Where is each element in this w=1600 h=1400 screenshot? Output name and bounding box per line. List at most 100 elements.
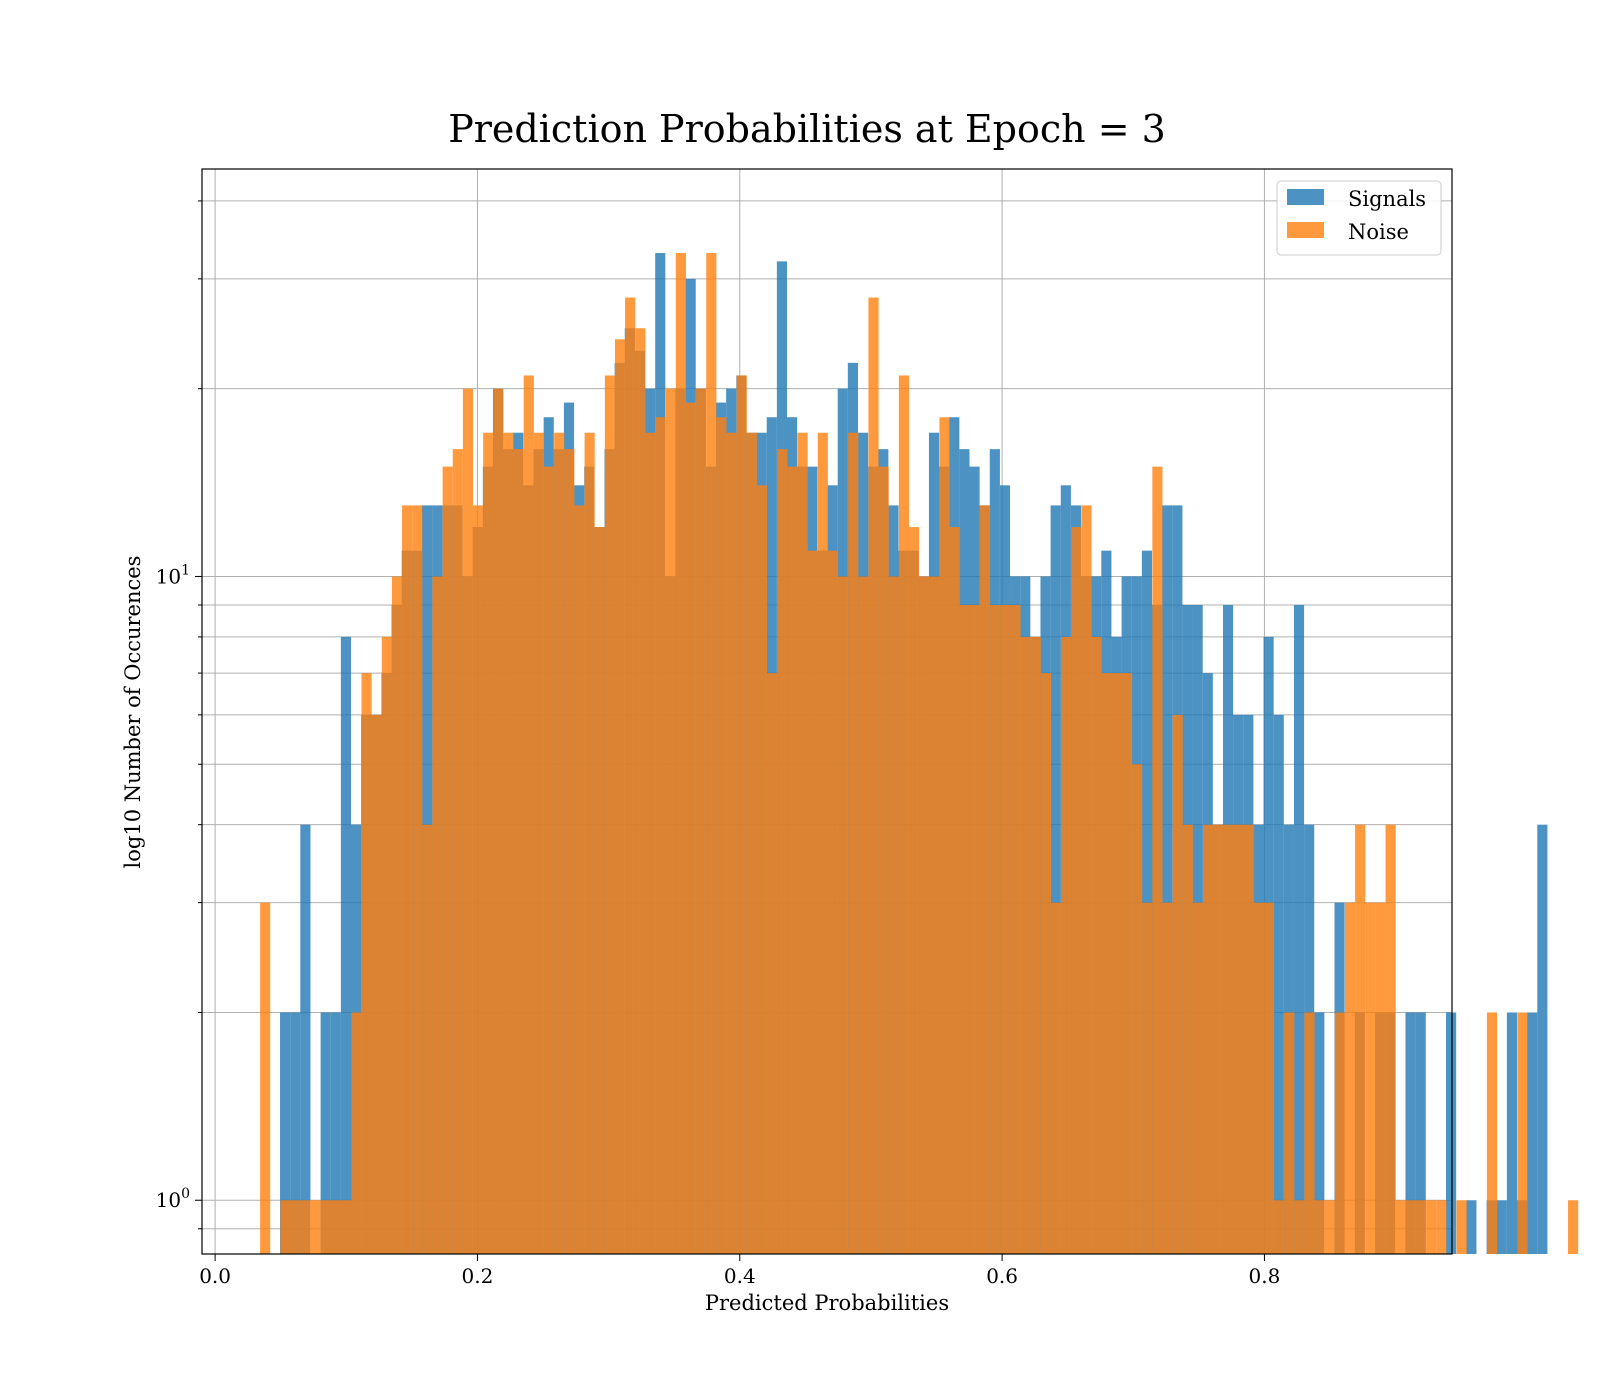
histogram-bar	[1101, 673, 1112, 1254]
histogram-bar	[1415, 1012, 1426, 1254]
histogram-bar	[402, 505, 413, 1255]
histogram-bar	[1253, 902, 1264, 1254]
histogram-bar	[280, 1200, 291, 1254]
histogram-bar	[1213, 824, 1224, 1254]
histogram-bar	[848, 432, 859, 1255]
histogram-bar	[564, 449, 575, 1254]
histogram-bar	[1506, 1012, 1518, 1254]
histogram-bar	[990, 605, 1001, 1254]
histogram-bar	[909, 527, 920, 1254]
chart-title: Prediction Probabilities at Epoch = 3	[448, 107, 1166, 151]
histogram-bar	[1294, 1200, 1305, 1254]
y-axis-label: log10 Number of Occurences	[121, 556, 145, 869]
histogram-bar	[1466, 1200, 1477, 1254]
histogram-bar	[330, 1012, 341, 1254]
histogram-bar	[838, 576, 849, 1254]
histogram-bar	[949, 527, 960, 1254]
histogram-bar	[1293, 605, 1305, 1254]
histogram-bar	[807, 550, 818, 1254]
histogram-bar	[1274, 1200, 1285, 1254]
histogram-bar	[351, 1012, 362, 1254]
histogram-bar	[1436, 1200, 1447, 1254]
histogram-bar	[1537, 824, 1548, 1254]
histogram-bar	[1344, 902, 1356, 1254]
histogram-bar	[483, 432, 494, 1255]
histogram-bar	[1223, 824, 1234, 1254]
histogram-bar	[888, 576, 899, 1254]
y-tick-label: 100	[156, 1186, 190, 1212]
histogram-bar	[1000, 605, 1011, 1254]
histogram-bar	[746, 432, 757, 1255]
histogram-bar	[1314, 1200, 1325, 1254]
legend-label-noise: Noise	[1348, 220, 1409, 244]
legend-swatch-signals	[1287, 189, 1324, 205]
histogram-bar	[1334, 1012, 1345, 1254]
histogram-bar	[1365, 902, 1376, 1254]
histogram-bar	[756, 485, 768, 1254]
histogram-bar	[614, 339, 626, 1254]
x-tick-label: 0.6	[986, 1264, 1018, 1288]
histogram-bar	[1395, 1200, 1406, 1254]
histogram-bar	[868, 297, 879, 1254]
histogram-bar	[543, 466, 555, 1254]
histogram-bar	[1496, 1200, 1507, 1254]
histogram-bar	[1517, 1012, 1528, 1254]
histogram-bar	[391, 576, 403, 1254]
histogram-bar	[959, 605, 970, 1254]
histogram-bar	[635, 328, 646, 1254]
histogram-bar	[280, 1012, 291, 1254]
histogram-bar	[1071, 527, 1082, 1254]
histogram-bar	[604, 375, 615, 1254]
histogram-bar	[260, 902, 271, 1254]
histogram-bar	[1314, 1012, 1325, 1254]
histogram-bar	[675, 253, 686, 1255]
histogram-bar	[787, 466, 798, 1254]
histogram-bar	[1568, 1200, 1579, 1254]
histogram-bar	[1375, 902, 1386, 1254]
histogram-bar	[1415, 1200, 1427, 1254]
histogram-bar	[503, 432, 514, 1255]
histogram-bar	[736, 375, 747, 1254]
histogram-bar	[320, 1200, 332, 1254]
histogram-bar	[1172, 714, 1183, 1254]
histogram-bar	[341, 1200, 352, 1254]
histogram-bar	[422, 824, 433, 1254]
histogram-bar	[1446, 1012, 1457, 1254]
histogram-bar	[300, 824, 311, 1254]
histogram-bar	[726, 432, 737, 1255]
histogram-bar	[1284, 1012, 1295, 1254]
histogram-bar	[979, 505, 991, 1255]
histogram-bar	[1061, 636, 1072, 1254]
histogram-bar	[381, 636, 392, 1254]
histogram-bar	[473, 505, 484, 1255]
histogram-bar	[817, 432, 828, 1255]
series-noise	[260, 253, 1579, 1255]
histogram-bar	[452, 449, 463, 1254]
histogram-bar	[1141, 550, 1152, 1254]
x-tick-label: 0.8	[1249, 1264, 1281, 1288]
histogram-bar	[1162, 902, 1173, 1254]
histogram-bar	[1203, 824, 1214, 1254]
histogram-bar	[533, 432, 544, 1255]
histogram-bar	[1040, 673, 1051, 1254]
histogram-bar	[1405, 1200, 1416, 1254]
y-tick-label: 101	[156, 562, 190, 588]
axis-ticks: 0.0 0.2 0.4 0.6 0.8 100 101	[156, 200, 1281, 1288]
histogram-bar	[1050, 902, 1062, 1254]
x-tick-label: 0.0	[199, 1264, 231, 1288]
histogram-bar	[777, 449, 788, 1254]
histogram-bar	[1050, 505, 1061, 1255]
legend-swatch-noise	[1287, 222, 1324, 238]
x-axis-label: Predicted Probabilities	[705, 1291, 949, 1315]
histogram-bar	[878, 466, 889, 1254]
histogram-bar	[625, 297, 636, 1254]
histogram-bar	[340, 636, 352, 1254]
histogram-bar	[858, 576, 869, 1254]
histogram-bar	[290, 1012, 301, 1254]
histogram-bar	[645, 432, 656, 1255]
histogram-bar	[716, 417, 727, 1254]
histogram-bar	[665, 388, 676, 1255]
histogram-bar	[584, 432, 595, 1255]
histogram-bar	[462, 388, 474, 1255]
histogram-bar	[1142, 902, 1153, 1254]
